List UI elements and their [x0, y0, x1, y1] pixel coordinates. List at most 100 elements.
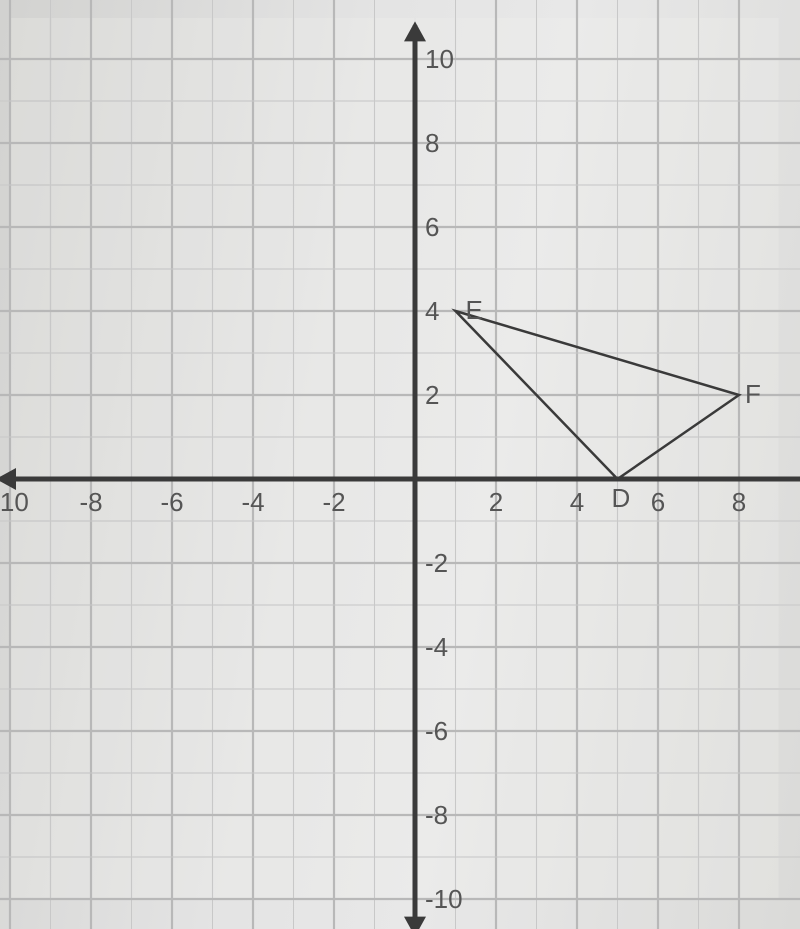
grid-cell	[376, 270, 415, 310]
grid-cell	[457, 186, 496, 226]
grid-cell	[578, 102, 617, 142]
y-tick-label: 4	[425, 296, 439, 326]
y-tick-label: -2	[425, 548, 448, 578]
grid-cell	[133, 438, 172, 478]
grid-cell	[335, 564, 374, 604]
grid-cell	[295, 858, 334, 898]
grid-cell	[619, 564, 658, 604]
grid-cell	[538, 606, 577, 646]
grid-cell	[295, 270, 334, 310]
grid-cell	[214, 18, 253, 58]
grid-cell	[740, 438, 779, 478]
grid-cell	[538, 522, 577, 562]
grid-cell	[376, 438, 415, 478]
grid-cell	[578, 396, 617, 436]
grid-cell	[659, 18, 698, 58]
grid-cell	[254, 690, 293, 730]
y-tick-label: -6	[425, 716, 448, 746]
grid-cell	[173, 18, 212, 58]
grid-cell	[92, 522, 131, 562]
x-tick-label: -10	[0, 487, 29, 517]
grid-cell	[578, 270, 617, 310]
grid-cell	[133, 648, 172, 688]
grid-cell	[376, 564, 415, 604]
grid-cell	[497, 564, 536, 604]
grid-cell	[295, 396, 334, 436]
grid-cell	[11, 732, 50, 772]
grid-cell	[457, 396, 496, 436]
grid-cell	[335, 522, 374, 562]
x-tick-label: 4	[570, 487, 584, 517]
grid-cell	[619, 438, 658, 478]
y-tick-label: -10	[425, 884, 463, 914]
grid-cell	[173, 732, 212, 772]
grid-cell	[619, 186, 658, 226]
grid-cell	[11, 354, 50, 394]
grid-cell	[335, 396, 374, 436]
grid-cell	[133, 18, 172, 58]
grid-cell	[133, 774, 172, 814]
grid-cell	[619, 858, 658, 898]
grid-cell	[11, 270, 50, 310]
grid-cell	[52, 732, 91, 772]
grid-cell	[133, 606, 172, 646]
grid-cell	[659, 774, 698, 814]
grid-cell	[740, 732, 779, 772]
grid-cell	[578, 186, 617, 226]
grid-cell	[173, 396, 212, 436]
grid-cell	[335, 438, 374, 478]
grid-cell	[538, 438, 577, 478]
grid-cell	[497, 228, 536, 268]
grid-cell	[214, 60, 253, 100]
grid-cell	[254, 522, 293, 562]
grid-cell	[52, 186, 91, 226]
grid-cell	[659, 606, 698, 646]
grid-cell	[92, 18, 131, 58]
grid-cell	[335, 648, 374, 688]
grid-cell	[457, 732, 496, 772]
grid-cell	[11, 312, 50, 352]
grid-cell	[376, 816, 415, 856]
grid-cell	[740, 564, 779, 604]
grid-cell	[92, 396, 131, 436]
grid-cell	[578, 774, 617, 814]
grid-cell	[11, 102, 50, 142]
grid-cell	[335, 312, 374, 352]
grid-cell	[295, 648, 334, 688]
grid-cell	[295, 438, 334, 478]
grid-cell	[700, 396, 739, 436]
grid-cell	[214, 228, 253, 268]
grid-cell	[214, 690, 253, 730]
x-tick-label: 6	[651, 487, 665, 517]
grid-cell	[173, 102, 212, 142]
grid-cell	[254, 564, 293, 604]
grid-cell	[578, 816, 617, 856]
grid-cell	[578, 312, 617, 352]
grid-cell	[376, 144, 415, 184]
grid-cell	[92, 606, 131, 646]
grid-cell	[538, 732, 577, 772]
x-tick-label: 2	[489, 487, 503, 517]
grid-cell	[538, 102, 577, 142]
grid-cell	[659, 648, 698, 688]
grid-cell	[497, 816, 536, 856]
grid-cell	[254, 606, 293, 646]
grid-cell	[700, 774, 739, 814]
grid-cell	[254, 18, 293, 58]
grid-cell	[52, 396, 91, 436]
grid-cell	[133, 186, 172, 226]
grid-cell	[619, 102, 658, 142]
grid-cell	[11, 60, 50, 100]
grid-cell	[578, 732, 617, 772]
grid-cell	[173, 186, 212, 226]
grid-cell	[335, 144, 374, 184]
grid-cell	[335, 186, 374, 226]
grid-cell	[52, 270, 91, 310]
grid-cell	[538, 354, 577, 394]
grid-cell	[700, 270, 739, 310]
grid-cell	[92, 354, 131, 394]
grid-cell	[659, 438, 698, 478]
grid-cell	[295, 60, 334, 100]
grid-cell	[11, 774, 50, 814]
grid-cell	[295, 228, 334, 268]
